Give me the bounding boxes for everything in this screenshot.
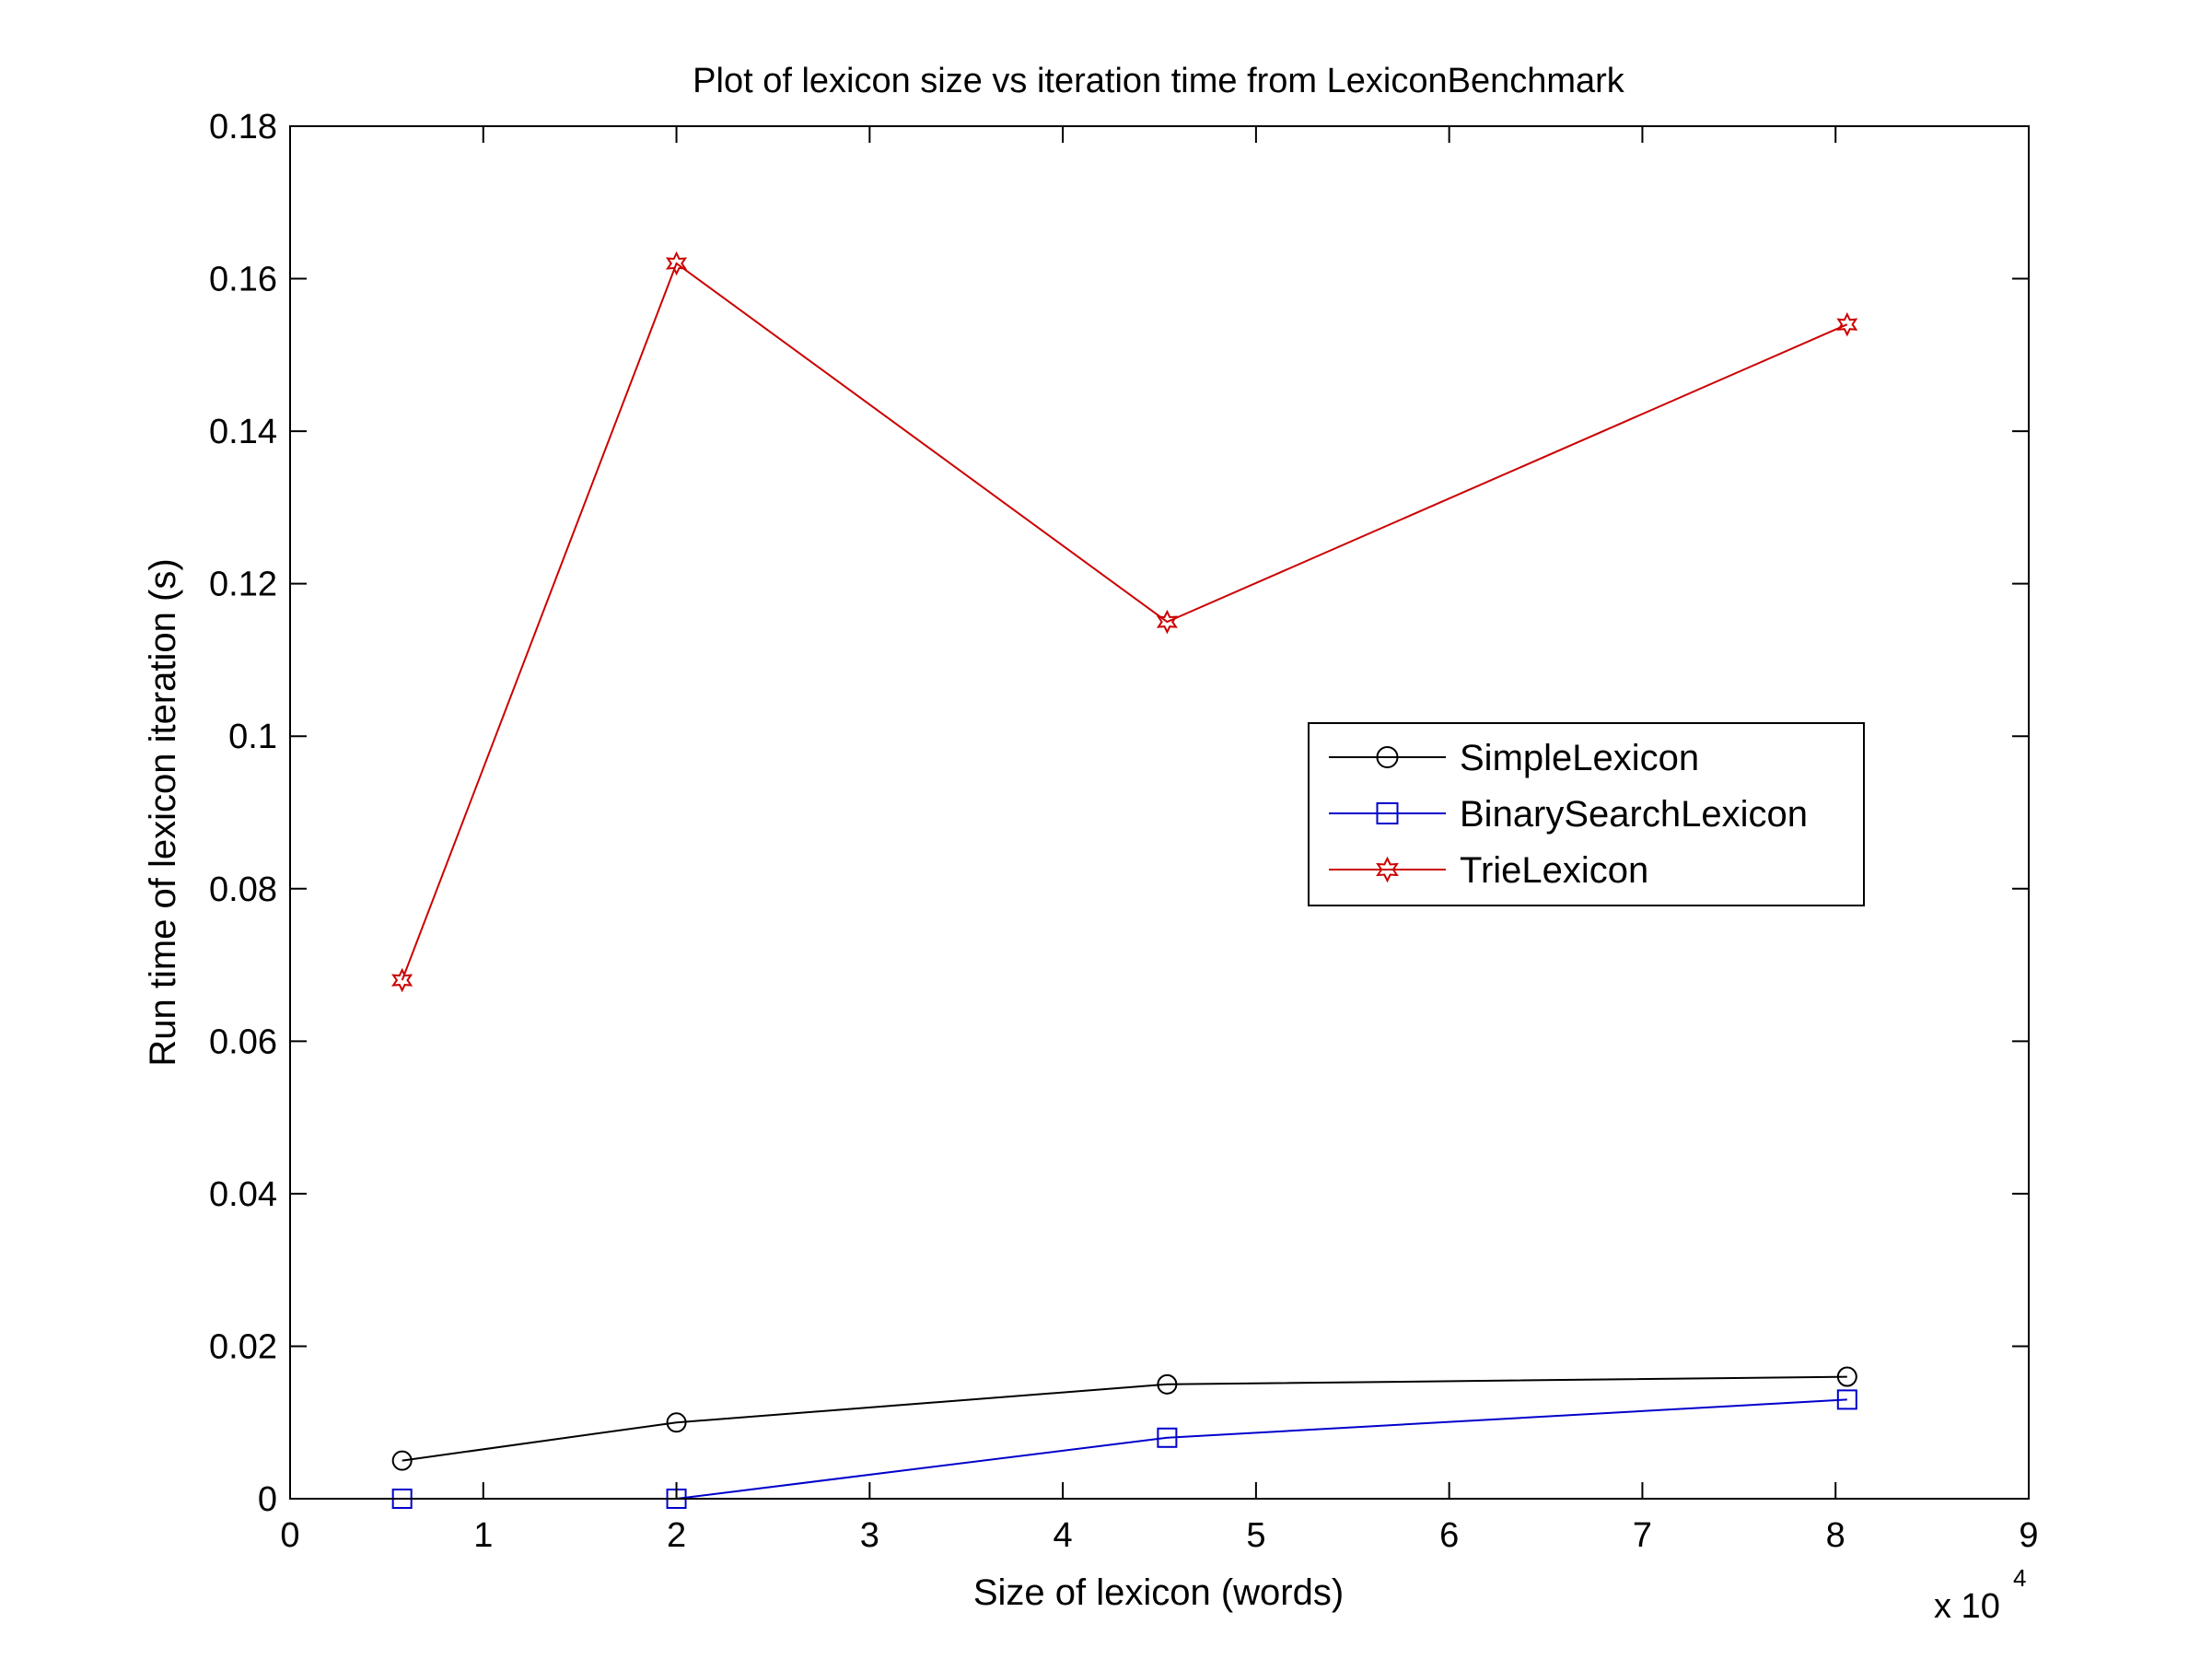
x-tick-labels: 0 1 2 3 4 5 6 7 8 9: [280, 1516, 2038, 1555]
y-tick-label: 0.1: [228, 718, 277, 756]
x-tick-label: 9: [2019, 1516, 2038, 1555]
x-tick-label: 1: [473, 1516, 493, 1555]
x-tick-label: 8: [1826, 1516, 1845, 1555]
data-point-trielexicon: [391, 967, 413, 993]
legend: SimpleLexicon BinarySearchLexicon TrieLexi…: [1308, 722, 1865, 906]
x-tick-label: 6: [1439, 1516, 1459, 1555]
data-point-trielexicon: [665, 251, 688, 276]
y-tick-label: 0.18: [209, 108, 277, 146]
y-tick-label: 0.12: [209, 566, 277, 604]
legend-marker-binarysearchlexicon: [1376, 802, 1399, 824]
x-axis-label: Size of lexicon (words): [973, 1572, 1344, 1613]
legend-entry-simplelexicon: SimpleLexicon: [1329, 738, 1699, 778]
series-trielexicon: [391, 251, 1858, 993]
series-simplelexicon: [391, 1366, 1857, 1471]
x-tick-label: 5: [1246, 1516, 1265, 1555]
legend-entry-binarysearchlexicon: BinarySearchLexicon: [1329, 794, 1808, 835]
data-point-binarysearchlexicon: [1157, 1427, 1178, 1448]
x-tick-label: 4: [1054, 1516, 1073, 1555]
legend-label: TrieLexicon: [1460, 850, 1648, 891]
data-point-simplelexicon: [1157, 1373, 1178, 1395]
y-tick-label: 0.14: [209, 413, 277, 451]
y-tick-label: 0: [258, 1480, 277, 1519]
series-line-simplelexicon: [402, 1375, 1847, 1462]
y-tick-label: 0.16: [209, 261, 277, 299]
legend-marker-simplelexicon: [1376, 746, 1399, 768]
data-point-trielexicon: [1156, 609, 1178, 635]
legend-label: SimpleLexicon: [1460, 738, 1699, 778]
legend-label: BinarySearchLexicon: [1460, 794, 1808, 835]
data-point-binarysearchlexicon: [1836, 1389, 1857, 1410]
y-tick-labels: 0 0.02 0.04 0.06 0.08 0.1 0.12 0.14 0.16 0.18: [209, 108, 277, 1519]
y-tick-label: 0.06: [209, 1022, 277, 1061]
x-tick-label: 7: [1633, 1516, 1652, 1555]
x-tick-label: 3: [860, 1516, 879, 1555]
data-point-simplelexicon: [1836, 1366, 1857, 1387]
x-tick-label: 2: [667, 1516, 686, 1555]
legend-marker-trielexicon: [1376, 856, 1399, 883]
data-point-simplelexicon: [391, 1450, 413, 1471]
y-axis-label: Run time of lexicon iteration (s): [143, 558, 183, 1066]
y-tick-label: 0.04: [209, 1175, 277, 1214]
x-multiplier-base: x 10: [1934, 1587, 2000, 1626]
y-tick-label: 0.08: [209, 870, 277, 909]
plot-frame: [289, 125, 2030, 1500]
x-multiplier: x 10 4: [1934, 1564, 2026, 1626]
data-point-trielexicon: [1836, 311, 1858, 337]
x-multiplier-exponent: 4: [2013, 1564, 2026, 1592]
series-line-trielexicon: [401, 262, 1848, 981]
chart-title: Plot of lexicon size vs iteration time f…: [693, 62, 1625, 100]
legend-entry-trielexicon: TrieLexicon: [1329, 850, 1648, 891]
y-tick-label: 0.02: [209, 1327, 277, 1366]
x-tick-label: 0: [280, 1516, 299, 1555]
data-point-simplelexicon: [666, 1412, 687, 1433]
